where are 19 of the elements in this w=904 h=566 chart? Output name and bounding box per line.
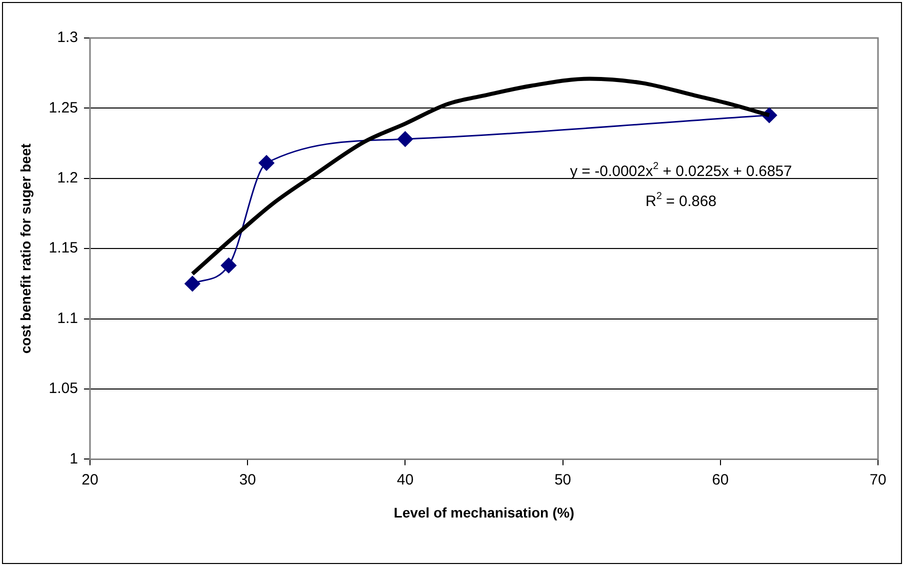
y-tick-label: 1.2 bbox=[57, 170, 78, 187]
y-tick-label: 1.15 bbox=[48, 240, 78, 257]
x-axis-title: Level of mechanisation (%) bbox=[394, 504, 574, 520]
y-tick-label: 1.1 bbox=[57, 310, 78, 327]
x-tick-label: 60 bbox=[712, 471, 729, 488]
y-axis-title: cost benefit ratio for suger beet bbox=[17, 143, 34, 354]
y-tick-label: 1.3 bbox=[57, 29, 78, 46]
x-tick-label: 20 bbox=[82, 471, 98, 488]
x-tick-label: 50 bbox=[554, 471, 572, 488]
point bbox=[397, 131, 413, 147]
x-tick-label: 70 bbox=[870, 471, 886, 488]
y-tick-label: 1.05 bbox=[48, 380, 78, 398]
point bbox=[220, 258, 236, 274]
point bbox=[258, 155, 274, 171]
y-tick-label: 1 bbox=[70, 450, 78, 468]
x-tick-label: 30 bbox=[239, 471, 256, 488]
point bbox=[184, 276, 200, 292]
y-tick-label: 1.25 bbox=[48, 99, 78, 116]
x-tick-label: 40 bbox=[396, 471, 414, 488]
